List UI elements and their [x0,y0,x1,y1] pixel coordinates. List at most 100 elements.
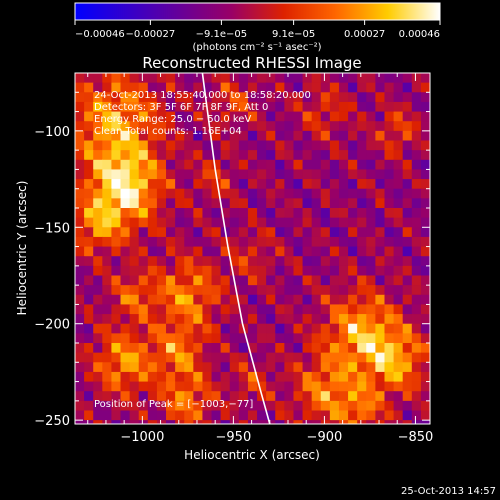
heatmap-cell [366,188,376,199]
heatmap-cell [384,217,395,228]
heatmap-cell [257,111,267,122]
heatmap-cell [384,188,395,199]
heatmap-cell [357,381,367,392]
heatmap-cell [75,420,85,424]
heatmap-cell [111,140,122,151]
heatmap-cell [348,430,358,440]
heatmap-cell [375,246,386,257]
heatmap-cell [193,82,204,93]
heatmap-cell [338,420,349,424]
heatmap-cell [147,294,158,306]
heatmap-cell [229,285,240,296]
heatmap-cell [211,73,222,84]
heatmap-cell [166,275,176,286]
heatmap-cell [357,285,367,296]
heatmap-cell [329,217,340,228]
heatmap-cell [111,169,122,180]
heatmap-cell [211,92,222,103]
heatmap-cell [284,198,295,209]
y-axis-label: Heliocentric Y (arcsec) [15,181,29,316]
heatmap-cell [430,276,440,286]
timestamp: 25-Oct-2013 14:57 [401,486,496,497]
heatmap-cell [430,112,440,122]
heatmap-cell [430,343,440,353]
heatmap-cell [211,400,222,412]
heatmap-cell [284,169,295,180]
heatmap-cell [93,323,103,334]
heatmap-cell [120,198,131,209]
heatmap-cell [338,140,349,151]
heatmap-cell [147,121,158,132]
heatmap-cell [284,343,295,354]
heatmap-cell [420,217,430,228]
heatmap-cell [229,208,240,219]
heatmap-cell [129,140,140,151]
heatmap-cell [75,140,85,151]
heatmap-cell [202,130,213,142]
heatmap-cell [75,217,85,228]
heatmap-cell [220,150,231,161]
heatmap-cell [411,121,422,132]
heatmap-cell [202,410,213,421]
heatmap-cell [138,236,149,248]
heatmap-cell [311,111,322,122]
heatmap-cell [247,275,258,286]
heatmap-cell [257,217,267,228]
heatmap-cell [411,391,422,402]
heatmap-cell [120,82,131,93]
heatmap-cell [211,198,222,209]
heatmap-cell [302,400,313,412]
heatmap-cell [275,208,285,219]
heatmap-cell [166,400,176,412]
heatmap-cell [175,400,185,412]
heatmap-cell [211,130,222,142]
heatmap-cell [420,420,430,424]
heatmap-cell [411,92,422,103]
heatmap-cell [384,236,395,248]
heatmap-cell [293,265,304,277]
heatmap-cell [311,420,322,424]
heatmap-cell [238,420,249,424]
heatmap-cell [338,265,349,277]
heatmap-cell [411,352,422,363]
heatmap-cell [393,246,404,257]
heatmap-cell [193,111,204,122]
heatmap-cell [166,430,176,440]
heatmap-cell [102,198,113,209]
heatmap-cell [129,92,140,103]
heatmap-cell [156,111,167,122]
heatmap-cell [266,362,276,373]
heatmap-cell [411,343,422,354]
heatmap-cell [156,265,167,277]
heatmap-cell [220,275,231,286]
heatmap-cell [138,121,149,132]
heatmap-cell [175,285,185,296]
heatmap-cell [147,188,158,199]
heatmap-cell [411,275,422,286]
heatmap-cell [166,159,176,171]
heatmap-cell [348,410,358,421]
heatmap-cell [420,323,430,334]
heatmap-cell [220,169,231,180]
heatmap-cell [120,362,131,373]
heatmap-cell [384,391,395,402]
heatmap-cell [156,198,167,209]
heatmap-cell [266,400,276,412]
heatmap-cell [184,352,194,363]
heatmap-cell [202,265,213,277]
heatmap-cell [302,140,313,151]
heatmap-cell [193,265,204,277]
heatmap-cell [402,410,413,421]
heatmap-cell [147,179,158,190]
heatmap-cell [320,371,331,383]
heatmap-cell [430,121,440,131]
heatmap-cell [193,169,204,180]
heatmap-cell [257,256,267,267]
annotation-time-range: 24-Oct-2013 18:55:40.000 to 18:58:20.000 [94,90,311,101]
heatmap-cell [247,159,258,171]
heatmap-cell [430,131,440,141]
heatmap-cell [375,188,386,199]
colorbar-gradient [74,2,441,21]
heatmap-cell [311,294,322,306]
heatmap-cell [366,420,376,424]
